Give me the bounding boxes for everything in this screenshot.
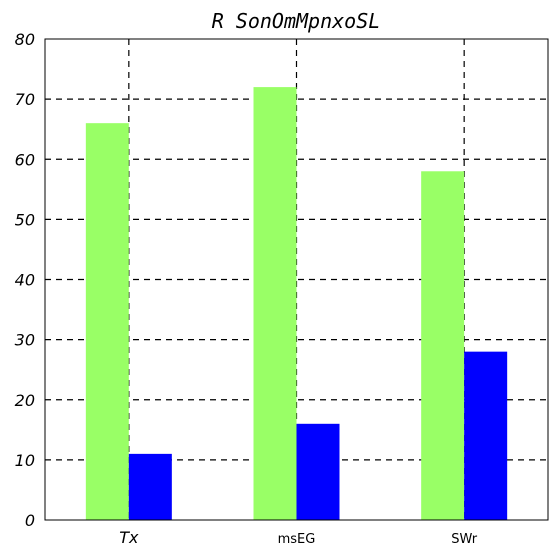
bar: [85, 123, 129, 521]
y-tick-label: 60: [15, 150, 35, 169]
x-axis-ticks: Tx msEG SWr: [119, 528, 478, 547]
bar: [253, 87, 297, 520]
y-tick-label: 20: [15, 391, 35, 410]
bar: [421, 171, 465, 520]
bars: [85, 87, 508, 521]
y-tick-label: 70: [15, 90, 35, 109]
y-tick-label: 80: [15, 30, 35, 49]
y-axis-ticks: 0 10 20 30 40 50 60 70 80: [15, 30, 35, 530]
bar: [296, 423, 340, 520]
y-tick-label: 30: [15, 331, 35, 350]
y-tick-label: 0: [25, 511, 35, 530]
chart-title: R SonOmMpnxoSL: [212, 9, 381, 33]
bar: [128, 453, 172, 520]
x-tick-label: msEG: [278, 532, 316, 547]
y-tick-label: 50: [15, 210, 35, 229]
y-tick-label: 40: [15, 271, 35, 290]
y-tick-label: 10: [15, 451, 35, 470]
x-tick-label: SWr: [451, 532, 478, 547]
x-tick-label: Tx: [119, 528, 139, 547]
plot-frame: [44, 38, 549, 521]
bar: [464, 351, 508, 520]
